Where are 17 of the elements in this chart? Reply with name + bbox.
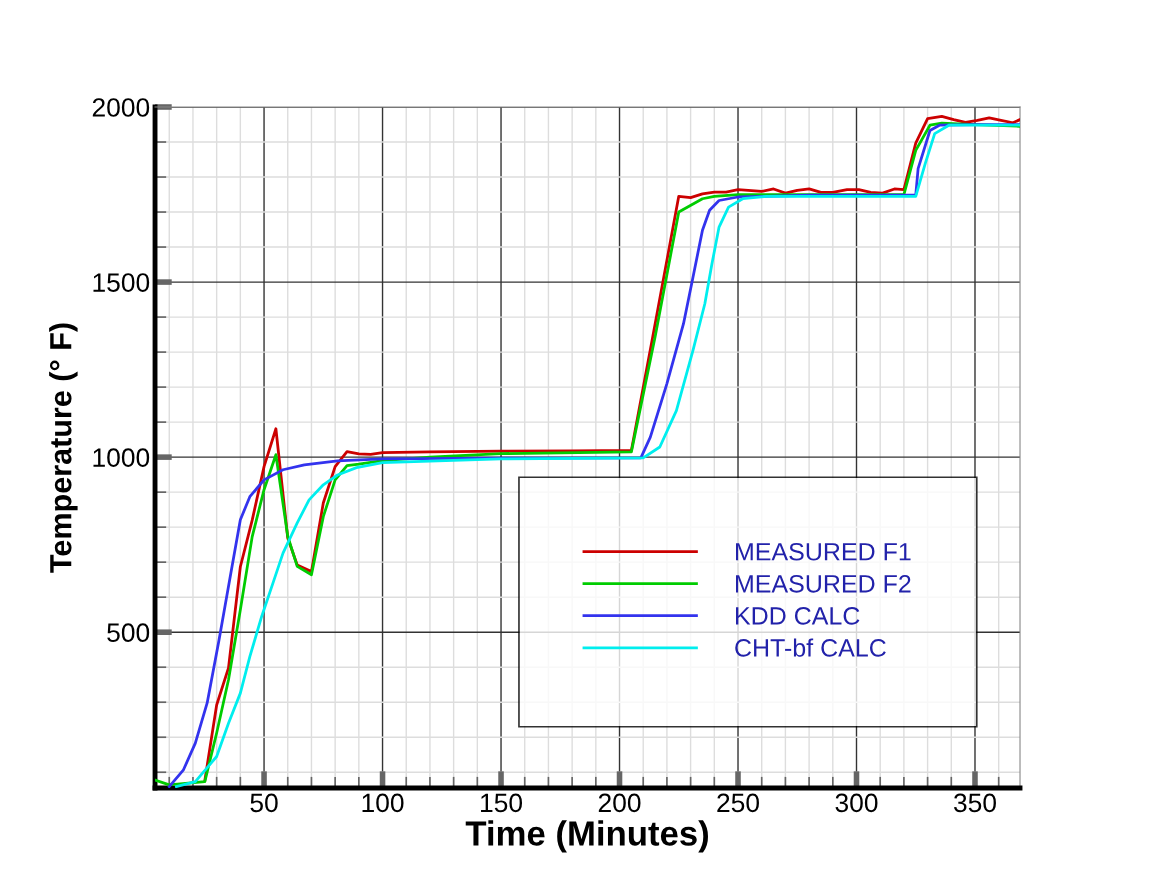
x-tick-label: 50 xyxy=(250,793,278,813)
x-tick-label: 250 xyxy=(717,793,759,813)
x-tick-label: 300 xyxy=(835,793,878,813)
legend-label: KDD CALC xyxy=(736,607,860,625)
y-tick-label: 500 xyxy=(107,623,150,643)
legend-label: CHT-bf CALC xyxy=(735,638,886,657)
x-axis-title: Time (Minutes) xyxy=(465,820,708,853)
y-tick-label: 1000 xyxy=(93,448,150,467)
x-tick-label: 100 xyxy=(362,793,404,813)
x-tick-label: 350 xyxy=(953,793,996,813)
x-tick-label: 150 xyxy=(481,793,523,813)
legend-label: MEASURED F2 xyxy=(736,574,911,593)
x-tick-label: 200 xyxy=(598,793,641,813)
y-axis-title: Temperature (° F) xyxy=(49,323,78,573)
y-tick-label: 1500 xyxy=(93,273,150,292)
legend-label: MEASURED F1 xyxy=(736,542,911,561)
y-tick-label: 2000 xyxy=(92,98,150,117)
